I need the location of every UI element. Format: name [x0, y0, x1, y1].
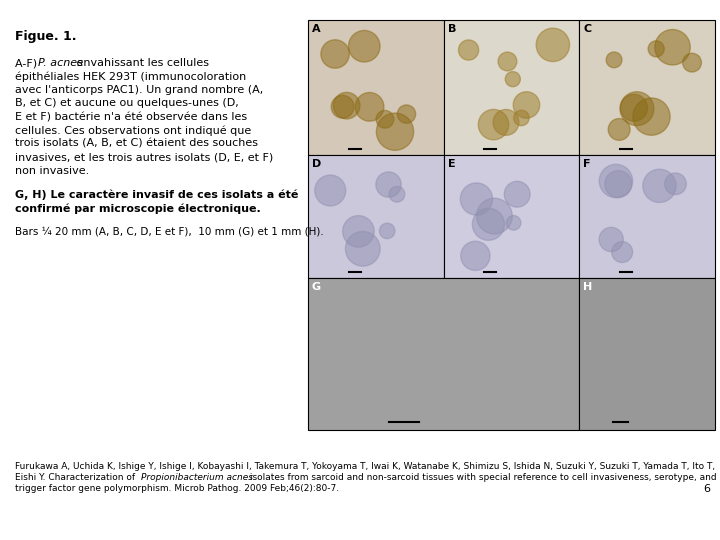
Circle shape — [343, 215, 374, 247]
Bar — [580, 20, 715, 156]
Circle shape — [643, 169, 676, 202]
Text: Bars ¼ 20 mm (A, B, C, D, E et F),  10 mm (G) et 1 mm (H).: Bars ¼ 20 mm (A, B, C, D, E et F), 10 mm… — [15, 226, 324, 237]
Text: C: C — [583, 24, 591, 34]
Text: Figue. 1.: Figue. 1. — [15, 30, 76, 43]
Text: P. acnes: P. acnes — [38, 58, 83, 68]
Text: G: G — [312, 282, 321, 292]
Text: cellules. Ces observations ont indiqué que: cellules. Ces observations ont indiqué q… — [15, 125, 251, 136]
Circle shape — [379, 223, 395, 239]
Circle shape — [620, 92, 654, 126]
Circle shape — [648, 41, 665, 57]
Circle shape — [315, 175, 346, 206]
Bar — [580, 278, 715, 430]
Text: avec l'anticorps PAC1). Un grand nombre (A,: avec l'anticorps PAC1). Un grand nombre … — [15, 85, 264, 95]
Circle shape — [654, 30, 690, 65]
Circle shape — [333, 92, 360, 119]
Circle shape — [606, 52, 622, 68]
Text: confirmé par microscopie électronique.: confirmé par microscopie électronique. — [15, 203, 261, 213]
Text: D: D — [312, 159, 321, 170]
Text: épithéliales HEK 293T (immunocoloration: épithéliales HEK 293T (immunocoloration — [15, 71, 246, 82]
Text: trigger factor gene polymorphism. Microb Pathog. 2009 Feb;46(2):80-7.: trigger factor gene polymorphism. Microb… — [15, 484, 339, 493]
Circle shape — [321, 40, 349, 68]
Circle shape — [460, 183, 492, 215]
Bar — [308, 156, 444, 278]
Circle shape — [346, 232, 380, 266]
Text: Propionibacterium acnes: Propionibacterium acnes — [141, 473, 253, 482]
Circle shape — [348, 30, 380, 62]
Circle shape — [506, 215, 521, 230]
Bar — [308, 278, 580, 430]
Text: non invasive.: non invasive. — [15, 166, 89, 176]
Bar — [308, 20, 444, 156]
Circle shape — [683, 53, 701, 72]
Circle shape — [505, 72, 521, 87]
Circle shape — [389, 186, 405, 202]
Circle shape — [599, 227, 624, 252]
Circle shape — [459, 40, 479, 60]
Text: Eishi Y. Characterization of: Eishi Y. Characterization of — [15, 473, 138, 482]
Circle shape — [599, 164, 633, 198]
Circle shape — [331, 96, 354, 118]
Circle shape — [665, 173, 686, 194]
Circle shape — [397, 105, 415, 123]
Text: E: E — [448, 159, 455, 170]
Bar — [580, 156, 715, 278]
Bar — [444, 156, 580, 278]
Circle shape — [612, 241, 633, 262]
Bar — [444, 20, 580, 156]
Circle shape — [493, 110, 519, 136]
Circle shape — [377, 113, 414, 150]
Text: E et F) bactérie n'a été observée dans les: E et F) bactérie n'a été observée dans l… — [15, 112, 247, 122]
Text: B: B — [448, 24, 456, 34]
Text: invasives, et les trois autres isolats (D, E, et F): invasives, et les trois autres isolats (… — [15, 152, 274, 163]
Text: Furukawa A, Uchida K, Ishige Y, Ishige I, Kobayashi I, Takemura T, Yokoyama T, I: Furukawa A, Uchida K, Ishige Y, Ishige I… — [15, 462, 715, 471]
Circle shape — [633, 98, 670, 135]
Text: H: H — [583, 282, 593, 292]
Circle shape — [605, 171, 631, 198]
Circle shape — [376, 172, 401, 197]
Circle shape — [498, 52, 517, 71]
Circle shape — [478, 110, 509, 140]
Text: trois isolats (A, B, et C) étaient des souches: trois isolats (A, B, et C) étaient des s… — [15, 139, 258, 149]
Circle shape — [621, 94, 647, 122]
Text: isolates from sarcoid and non-sarcoid tissues with special reference to cell inv: isolates from sarcoid and non-sarcoid ti… — [247, 473, 716, 482]
Circle shape — [461, 241, 490, 271]
Text: F: F — [583, 159, 591, 170]
Circle shape — [477, 198, 513, 234]
Text: A: A — [312, 24, 320, 34]
Circle shape — [355, 92, 384, 121]
Circle shape — [513, 110, 529, 126]
Text: envahissant les cellules: envahissant les cellules — [73, 58, 209, 68]
Circle shape — [608, 119, 630, 140]
Text: A-F): A-F) — [15, 58, 40, 68]
Circle shape — [513, 92, 540, 118]
Text: G, H) Le caractère invasif de ces isolats a été: G, H) Le caractère invasif de ces isolat… — [15, 190, 298, 200]
Circle shape — [536, 28, 570, 62]
Circle shape — [504, 181, 530, 207]
Text: B, et C) et aucune ou quelques-unes (D,: B, et C) et aucune ou quelques-unes (D, — [15, 98, 239, 109]
Text: 6: 6 — [703, 484, 710, 494]
Circle shape — [472, 208, 505, 240]
Circle shape — [376, 110, 394, 128]
